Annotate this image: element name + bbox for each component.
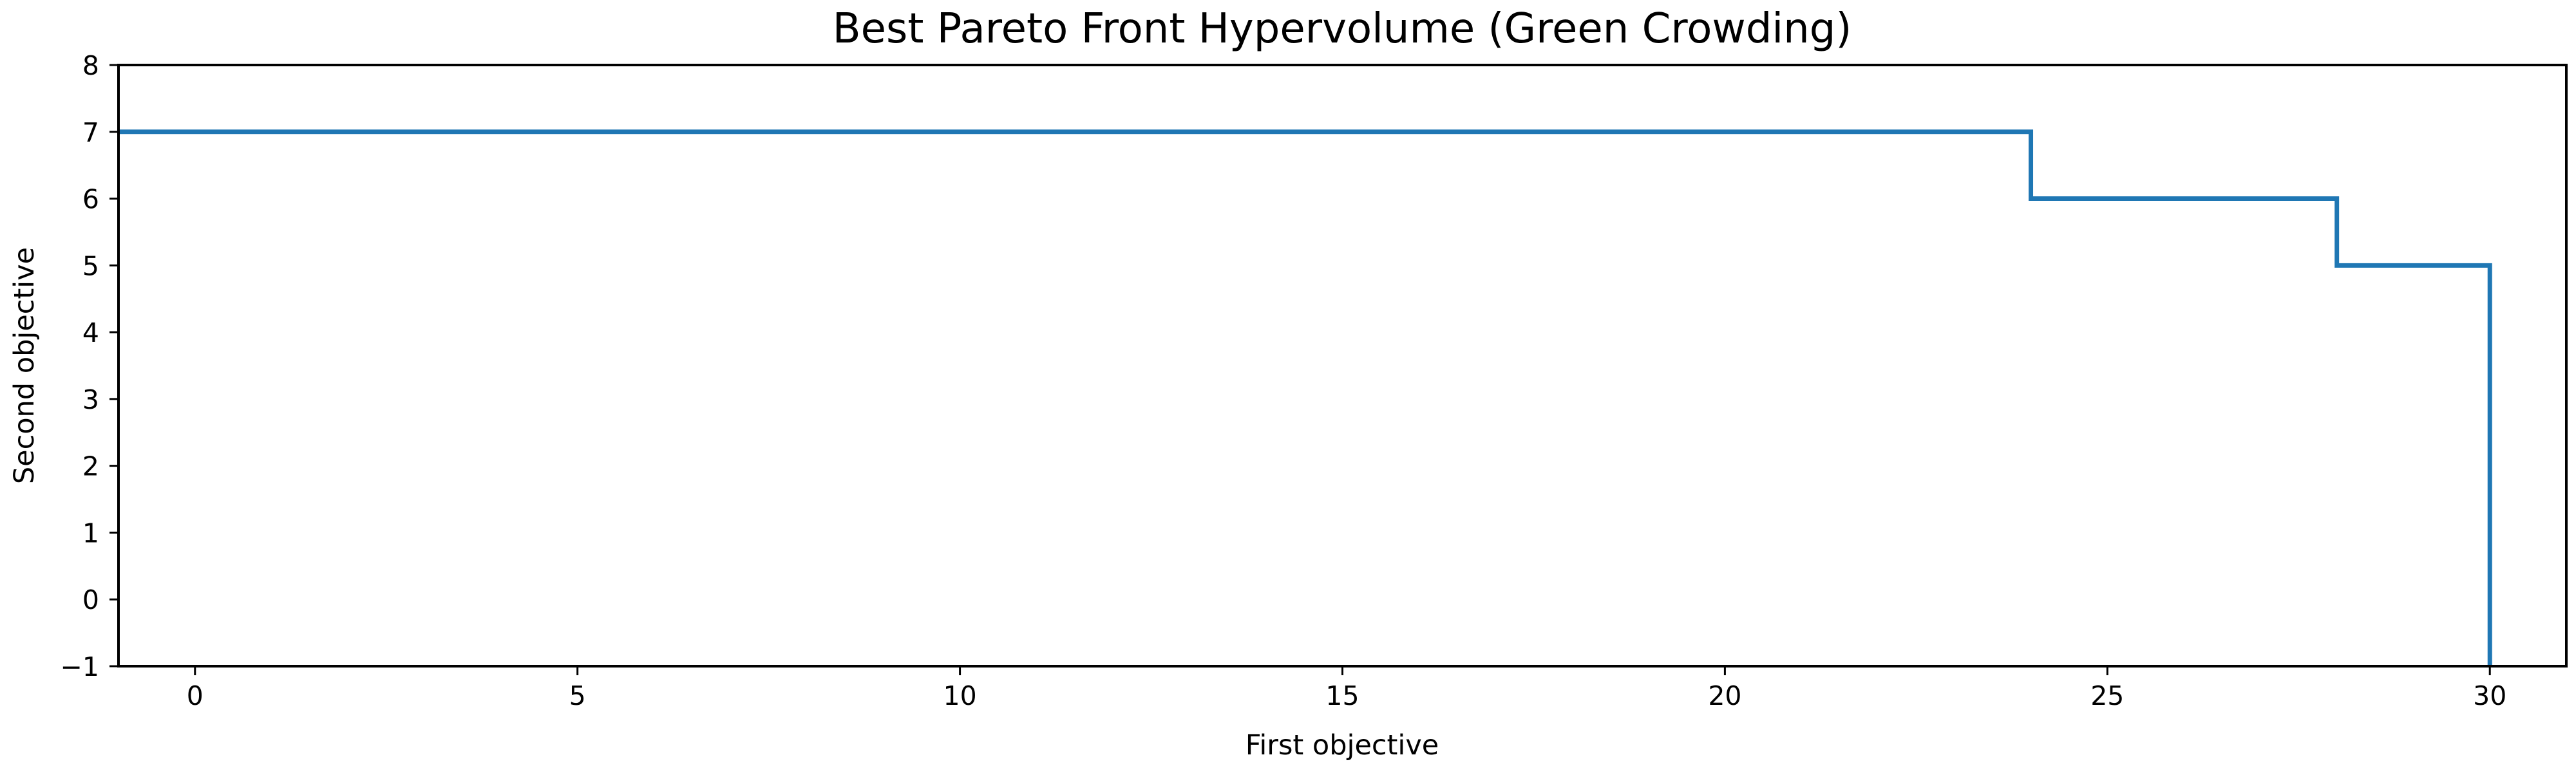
y-tick-label: −1 <box>61 651 99 682</box>
y-tick-label: 7 <box>82 117 99 148</box>
x-tick-label: 25 <box>2090 680 2124 711</box>
y-tick-label: 4 <box>82 317 99 348</box>
chart-title: Best Pareto Front Hypervolume (Green Cro… <box>833 5 1852 53</box>
x-tick-label: 5 <box>569 680 586 711</box>
plot-frame <box>117 64 2568 668</box>
x-tick-label: 20 <box>1708 680 1741 711</box>
plot-area <box>118 129 2492 666</box>
y-tick-label: 8 <box>82 50 99 81</box>
x-axis-label: First objective <box>1245 729 1439 761</box>
y-tick-label: 3 <box>82 384 99 415</box>
y-tick-label: 1 <box>82 518 99 548</box>
y-tick-label: 5 <box>82 250 99 281</box>
y-axis-label: Second objective <box>8 247 41 484</box>
y-tick-label: 0 <box>82 584 99 615</box>
x-axis: 0 5 10 15 20 25 30 <box>187 666 2506 711</box>
x-tick-label: 30 <box>2473 680 2506 711</box>
y-tick-label: 2 <box>82 451 99 482</box>
x-tick-label: 15 <box>1325 680 1359 711</box>
x-tick-label: 10 <box>943 680 977 711</box>
y-axis: −1 0 1 2 3 4 5 6 7 8 <box>61 50 118 682</box>
series-line-0 <box>118 129 2492 666</box>
y-tick-label: 6 <box>82 184 99 215</box>
x-tick-label: 0 <box>187 680 204 711</box>
